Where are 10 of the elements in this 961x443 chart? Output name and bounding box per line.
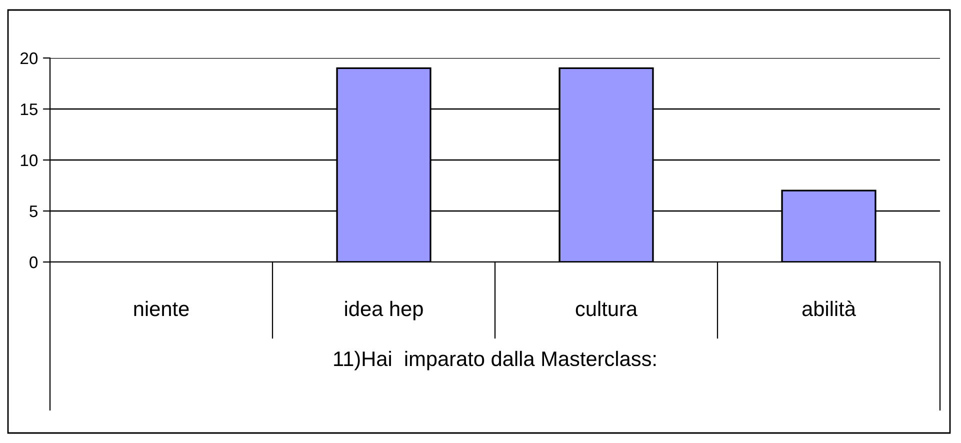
x-tick-label: idea hep [345,300,423,320]
y-tick-label: 5 [30,206,38,218]
x-axis-title: 11)Hai imparato dalla Masterclass: [334,350,656,370]
y-tick-label: 20 [20,52,38,64]
x-tick-label: cultura [576,300,638,316]
x-tick-label: abilità [802,300,856,316]
y-tick-label: 0 [30,256,38,268]
y-tick-label: 15 [20,104,38,116]
x-tick-label: niente [134,300,189,316]
y-tick-label: 10 [20,154,38,166]
